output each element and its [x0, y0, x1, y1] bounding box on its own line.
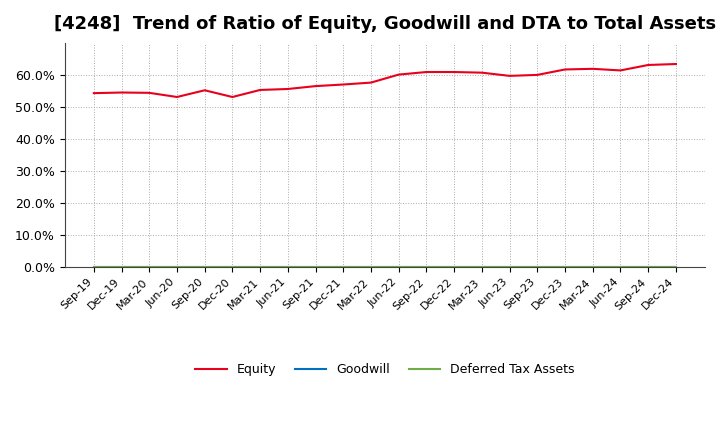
- Goodwill: [117, 264, 126, 270]
- Goodwill: [366, 264, 375, 270]
- Legend: Equity, Goodwill, Deferred Tax Assets: Equity, Goodwill, Deferred Tax Assets: [190, 359, 580, 381]
- Deferred Tax Assets: [616, 264, 625, 270]
- Deferred Tax Assets: [145, 264, 153, 270]
- Deferred Tax Assets: [561, 264, 570, 270]
- Goodwill: [533, 264, 541, 270]
- Equity: [173, 94, 181, 99]
- Deferred Tax Assets: [228, 264, 237, 270]
- Equity: [422, 70, 431, 75]
- Deferred Tax Assets: [200, 264, 209, 270]
- Deferred Tax Assets: [311, 264, 320, 270]
- Deferred Tax Assets: [588, 264, 597, 270]
- Goodwill: [200, 264, 209, 270]
- Equity: [477, 70, 486, 75]
- Goodwill: [145, 264, 153, 270]
- Deferred Tax Assets: [450, 264, 459, 270]
- Goodwill: [256, 264, 264, 270]
- Equity: [228, 94, 237, 99]
- Equity: [311, 84, 320, 89]
- Deferred Tax Assets: [173, 264, 181, 270]
- Equity: [450, 70, 459, 75]
- Goodwill: [450, 264, 459, 270]
- Equity: [395, 72, 403, 77]
- Equity: [89, 91, 98, 96]
- Equity: [533, 72, 541, 77]
- Deferred Tax Assets: [339, 264, 348, 270]
- Goodwill: [644, 264, 652, 270]
- Equity: [644, 62, 652, 68]
- Goodwill: [616, 264, 625, 270]
- Goodwill: [505, 264, 514, 270]
- Deferred Tax Assets: [422, 264, 431, 270]
- Goodwill: [284, 264, 292, 270]
- Deferred Tax Assets: [505, 264, 514, 270]
- Goodwill: [395, 264, 403, 270]
- Goodwill: [339, 264, 348, 270]
- Deferred Tax Assets: [366, 264, 375, 270]
- Goodwill: [477, 264, 486, 270]
- Deferred Tax Assets: [477, 264, 486, 270]
- Deferred Tax Assets: [533, 264, 541, 270]
- Deferred Tax Assets: [395, 264, 403, 270]
- Goodwill: [89, 264, 98, 270]
- Equity: [145, 90, 153, 95]
- Line: Equity: Equity: [94, 64, 676, 97]
- Goodwill: [173, 264, 181, 270]
- Deferred Tax Assets: [117, 264, 126, 270]
- Goodwill: [561, 264, 570, 270]
- Deferred Tax Assets: [644, 264, 652, 270]
- Equity: [284, 86, 292, 92]
- Goodwill: [588, 264, 597, 270]
- Equity: [672, 61, 680, 66]
- Equity: [200, 88, 209, 93]
- Title: [4248]  Trend of Ratio of Equity, Goodwill and DTA to Total Assets: [4248] Trend of Ratio of Equity, Goodwil…: [54, 15, 716, 33]
- Equity: [561, 67, 570, 72]
- Deferred Tax Assets: [672, 264, 680, 270]
- Goodwill: [672, 264, 680, 270]
- Equity: [588, 66, 597, 71]
- Equity: [616, 68, 625, 73]
- Goodwill: [311, 264, 320, 270]
- Equity: [505, 73, 514, 78]
- Deferred Tax Assets: [284, 264, 292, 270]
- Equity: [339, 82, 348, 87]
- Equity: [256, 87, 264, 92]
- Deferred Tax Assets: [89, 264, 98, 270]
- Deferred Tax Assets: [256, 264, 264, 270]
- Equity: [366, 80, 375, 85]
- Goodwill: [228, 264, 237, 270]
- Goodwill: [422, 264, 431, 270]
- Equity: [117, 90, 126, 95]
